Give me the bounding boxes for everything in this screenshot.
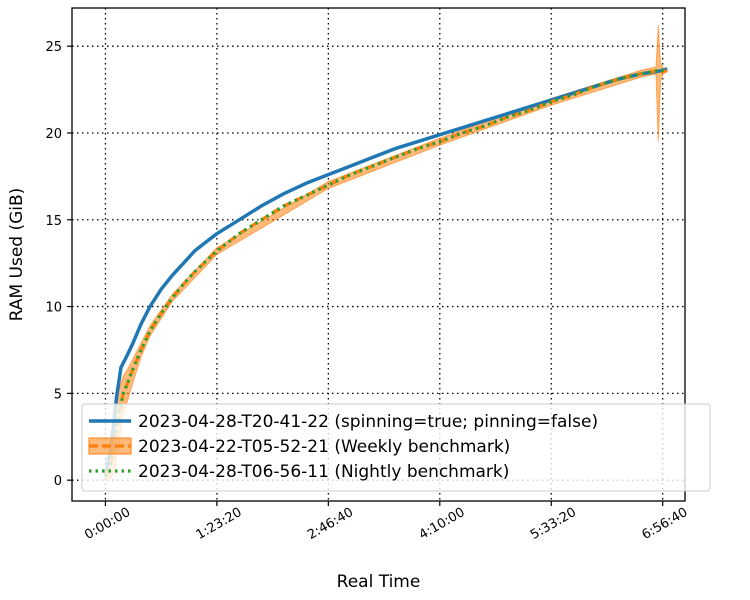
y-tick-label: 10 [45, 301, 62, 316]
confidence-bands [104, 25, 664, 481]
nightly-benchmark-line [103, 68, 668, 478]
spinning-series-line [103, 67, 668, 476]
weekly-benchmark-band [104, 25, 664, 481]
y-tick-label: 20 [45, 127, 62, 142]
y-axis-label: RAM Used (GiB) [7, 188, 27, 322]
x-axis-label: Real Time [337, 572, 421, 592]
legend-label: 2023-04-22-T05-52-21 (Weekly benchmark) [138, 437, 510, 457]
y-tick-label: 0 [54, 474, 62, 489]
y-tick-label: 15 [45, 214, 62, 229]
y-tick-label: 5 [54, 387, 62, 402]
legend: 2023-04-28-T20-41-22 (spinning=true; pin… [81, 403, 711, 492]
legend-box [81, 403, 711, 492]
plot-frame [71, 7, 686, 502]
weekly-benchmark-line [103, 68, 668, 478]
legend-label: 2023-04-28-T20-41-22 (spinning=true; pin… [138, 412, 598, 432]
y-tick-label: 25 [45, 40, 62, 55]
series-lines [103, 67, 668, 478]
legend-label: 2023-04-28-T06-56-11 (Nightly benchmark) [138, 462, 509, 482]
